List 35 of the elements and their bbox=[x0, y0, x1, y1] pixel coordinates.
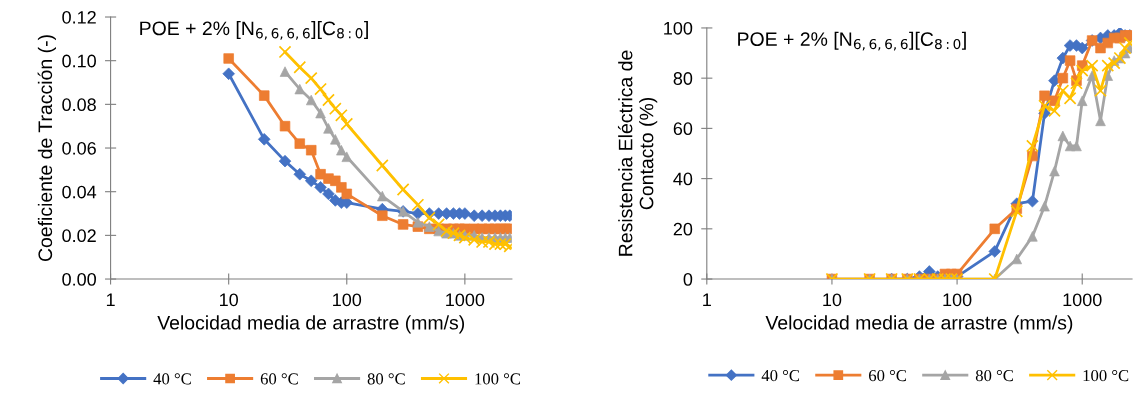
legend-label: 60 °C bbox=[260, 373, 298, 385]
legend-label: 40 °C bbox=[153, 373, 191, 385]
x-tick-label: 1000 bbox=[1063, 293, 1102, 307]
y-tick-label: 60 bbox=[673, 122, 693, 136]
y-tick-label: 0.12 bbox=[62, 10, 96, 24]
chart-title: POE + 2% [N$_{6,6,6,6}$][C$_{8:0}$] bbox=[738, 31, 966, 51]
legend-label: 100 °C bbox=[1083, 369, 1129, 382]
x-tick-label: 10 bbox=[823, 293, 842, 307]
y-tick-label: 0 bbox=[683, 272, 693, 286]
y-tick-label: 20 bbox=[673, 222, 693, 236]
legend-label: 80 °C bbox=[975, 369, 1013, 382]
legend-label: 100 °C bbox=[475, 373, 521, 385]
y-tick-label: 100 bbox=[664, 21, 693, 35]
x-tick-label: 1 bbox=[703, 293, 711, 307]
x-tick-label: 1 bbox=[106, 293, 115, 307]
y-tick-label: 0.08 bbox=[62, 98, 96, 112]
y-axis-title: Resistencia Eléctrica de Contacto (%) bbox=[617, 50, 658, 256]
x-tick-label: 10 bbox=[220, 293, 239, 307]
x-tick-label: 100 bbox=[333, 293, 362, 307]
y-tick-label: 0.00 bbox=[62, 272, 96, 286]
y-tick-label: 0.10 bbox=[62, 54, 96, 68]
chart-title: POE + 2% [N$_{6,6,6,6}$][C$_{8:0}$] bbox=[140, 20, 368, 40]
y-axis-title: Coeficiente de Tracción (-) bbox=[37, 35, 56, 262]
y-tick-label: 0.02 bbox=[62, 229, 96, 243]
x-axis-title: Velocidad media de arrastre (mm/s) bbox=[765, 315, 1073, 334]
x-axis-title: Velocidad media de arrastre (mm/s) bbox=[157, 315, 465, 334]
legend-label: 40 °C bbox=[761, 369, 800, 382]
x-tick-label: 1000 bbox=[446, 293, 485, 307]
legend-label: 80 °C bbox=[367, 373, 405, 385]
y-tick-label: 40 bbox=[673, 172, 693, 186]
y-tick-label: 0.04 bbox=[62, 185, 97, 199]
y-tick-label: 0.06 bbox=[62, 141, 96, 155]
x-tick-label: 100 bbox=[943, 293, 972, 307]
y-tick-label: 80 bbox=[673, 72, 693, 85]
legend-label: 60 °C bbox=[869, 369, 906, 382]
